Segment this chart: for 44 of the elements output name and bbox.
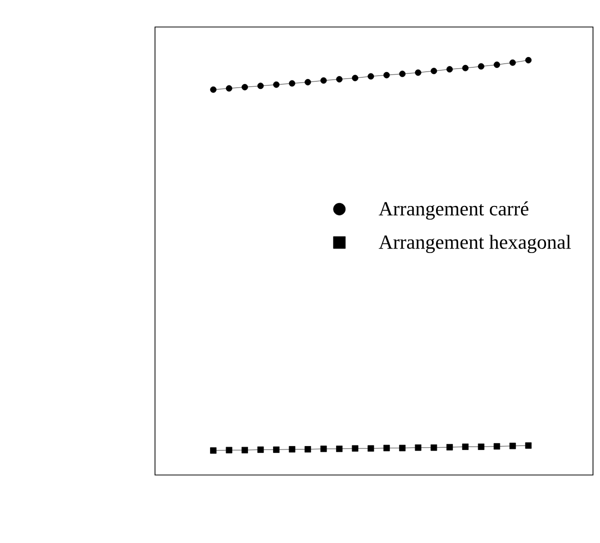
point: [509, 442, 516, 450]
point: [352, 74, 358, 82]
point: [226, 85, 232, 92]
point: [304, 446, 312, 452]
point: [462, 444, 469, 450]
point: [446, 66, 453, 73]
point: [383, 72, 390, 78]
point: [304, 78, 312, 86]
legend-label: Arrangement carré: [378, 201, 528, 220]
point: [226, 446, 232, 454]
point: [414, 69, 422, 76]
point: [368, 445, 374, 452]
point: [478, 444, 484, 450]
point: [210, 447, 216, 454]
point: [399, 70, 406, 78]
point: [399, 444, 406, 452]
point: [257, 446, 264, 453]
point: [288, 446, 296, 452]
point: [242, 446, 248, 454]
point: [257, 82, 264, 90]
point: [430, 444, 438, 451]
point: [430, 68, 438, 74]
point: [509, 59, 516, 66]
point: [383, 444, 390, 452]
point: [525, 56, 532, 64]
point: [210, 86, 216, 93]
point: [478, 63, 484, 70]
point: [352, 445, 358, 452]
point: [368, 73, 374, 80]
point: [494, 443, 500, 450]
point: [414, 444, 422, 451]
point: [525, 442, 532, 449]
point: [336, 446, 343, 452]
legend-label: Arrangement hexagonal: [378, 234, 571, 254]
point: [273, 81, 280, 88]
point: [336, 76, 343, 82]
point: [242, 84, 248, 90]
point: [462, 64, 469, 72]
point: [320, 77, 327, 84]
point: [273, 446, 280, 453]
point: [494, 62, 500, 68]
point: [288, 80, 296, 87]
point: [320, 446, 327, 452]
point: [446, 444, 453, 450]
